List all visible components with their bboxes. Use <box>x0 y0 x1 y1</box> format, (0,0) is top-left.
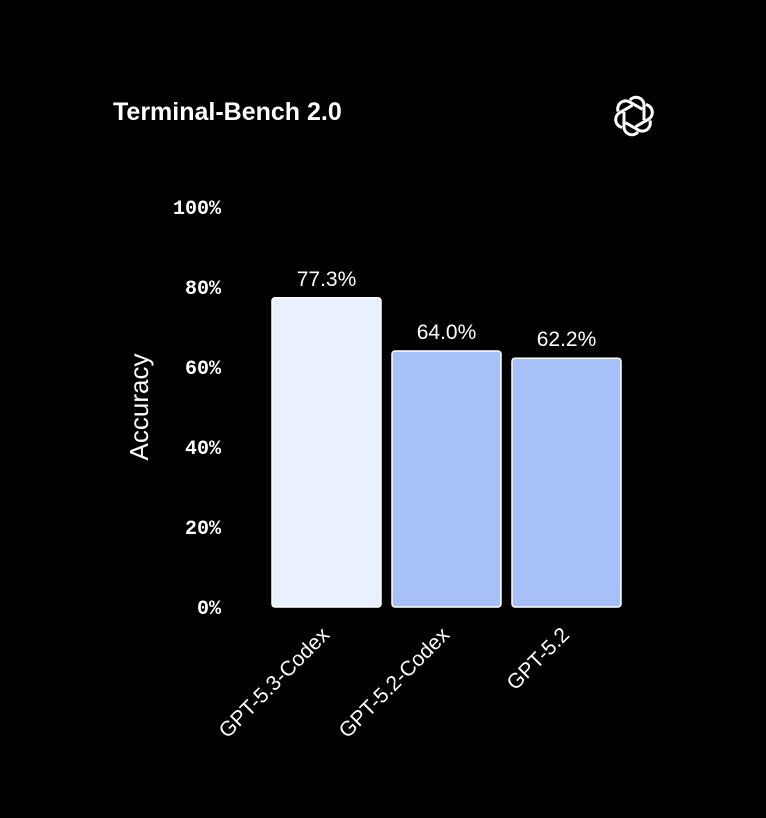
data-label: 77.3% <box>297 268 357 291</box>
chart-title: Terminal-Bench 2.0 <box>113 98 342 126</box>
y-tick-label: 20% <box>185 518 222 541</box>
bar <box>271 297 382 608</box>
x-tick-label: GPT-5.2 <box>502 623 574 695</box>
y-tick-label: 100% <box>173 198 222 221</box>
bar <box>511 357 622 608</box>
data-label: 64.0% <box>417 321 477 344</box>
y-tick-label: 80% <box>185 278 222 301</box>
y-tick-label: 60% <box>185 358 222 381</box>
x-tick-label: GPT-5.2-Codex <box>335 623 455 743</box>
y-axis-label: Accuracy <box>124 354 154 461</box>
y-tick-label: 40% <box>185 438 222 461</box>
openai-logo-icon <box>612 95 656 137</box>
y-tick-label: 0% <box>197 598 222 621</box>
x-tick-label: GPT-5.3-Codex <box>215 623 335 743</box>
data-label: 62.2% <box>537 328 597 351</box>
bar <box>391 350 502 608</box>
